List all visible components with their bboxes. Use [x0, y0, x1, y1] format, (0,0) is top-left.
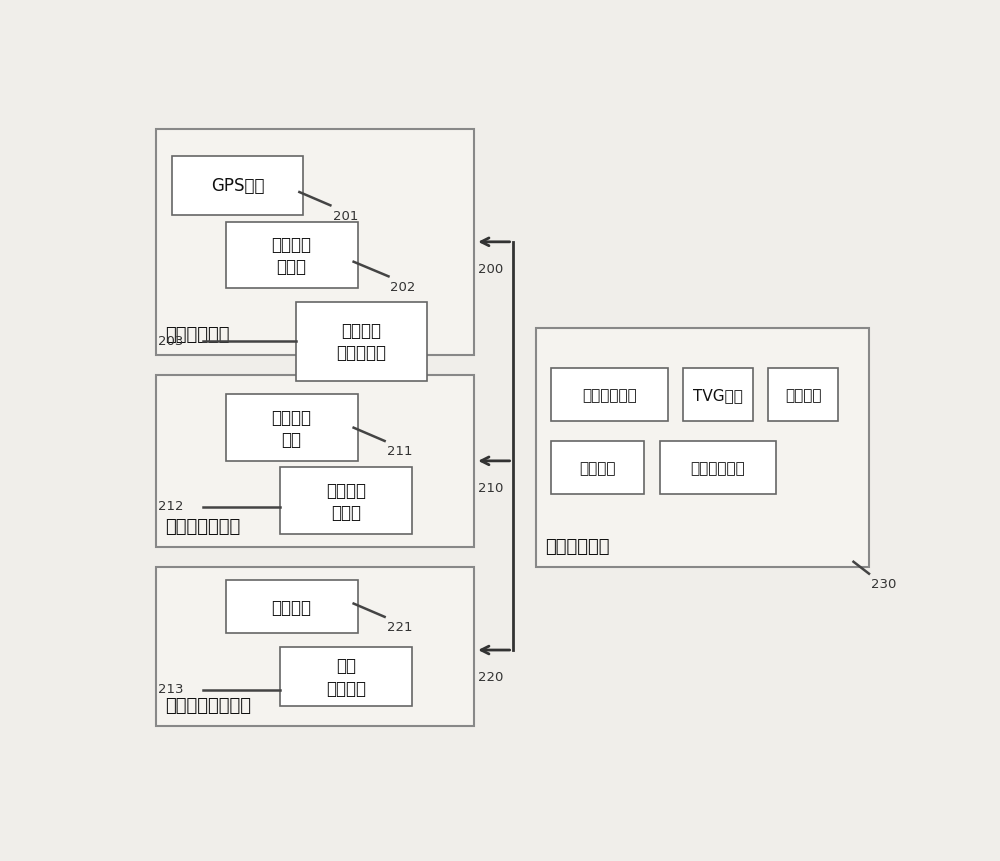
Bar — [156, 375, 474, 548]
Text: 202: 202 — [390, 281, 415, 294]
Bar — [768, 369, 838, 422]
Bar — [296, 302, 427, 381]
Text: 三维
场景重建: 三维 场景重建 — [326, 657, 366, 697]
Text: TVG设置: TVG设置 — [693, 387, 743, 403]
Text: 211: 211 — [387, 445, 412, 458]
Bar — [156, 130, 474, 356]
Text: 实时数据
处理: 实时数据 处理 — [272, 408, 312, 449]
Text: 数据采集
及网络通讯: 数据采集 及网络通讯 — [336, 322, 386, 362]
Bar — [551, 442, 644, 494]
Text: 参数设置模块: 参数设置模块 — [545, 537, 610, 555]
Text: 203: 203 — [158, 334, 183, 347]
Bar — [280, 647, 412, 707]
Text: 量程设置: 量程设置 — [785, 387, 821, 403]
Text: 213: 213 — [158, 682, 183, 695]
Text: 能量阙値设置: 能量阙値设置 — [582, 387, 637, 403]
Bar — [226, 580, 358, 634]
Text: GPS通讯: GPS通讯 — [211, 177, 264, 195]
Bar — [551, 369, 668, 422]
Text: 221: 221 — [387, 621, 412, 634]
Text: 212: 212 — [158, 500, 183, 513]
Text: 220: 220 — [478, 670, 503, 683]
Bar — [683, 369, 753, 422]
Text: 数据存储: 数据存储 — [272, 598, 312, 616]
Bar — [226, 395, 358, 461]
Text: 声纳位置设置: 声纳位置设置 — [690, 461, 745, 475]
Text: 230: 230 — [871, 578, 897, 591]
Bar — [280, 468, 412, 534]
Text: 201: 201 — [333, 209, 358, 222]
Text: 姿态传感
器通讯: 姿态传感 器通讯 — [272, 236, 312, 276]
Bar — [660, 442, 776, 494]
Text: 200: 200 — [478, 263, 503, 276]
Text: 数据离线处理模块: 数据离线处理模块 — [165, 697, 251, 715]
Text: 脉冲设置: 脉冲设置 — [580, 461, 616, 475]
Bar — [172, 157, 303, 216]
Text: 210: 210 — [478, 481, 503, 494]
Bar — [226, 223, 358, 289]
Bar — [536, 329, 869, 567]
Bar — [156, 567, 474, 727]
Text: 通讯存储模块: 通讯存储模块 — [165, 325, 230, 344]
Text: 可视化处理模块: 可视化处理模块 — [165, 517, 241, 536]
Text: 三维可视
化显示: 三维可视 化显示 — [326, 481, 366, 521]
